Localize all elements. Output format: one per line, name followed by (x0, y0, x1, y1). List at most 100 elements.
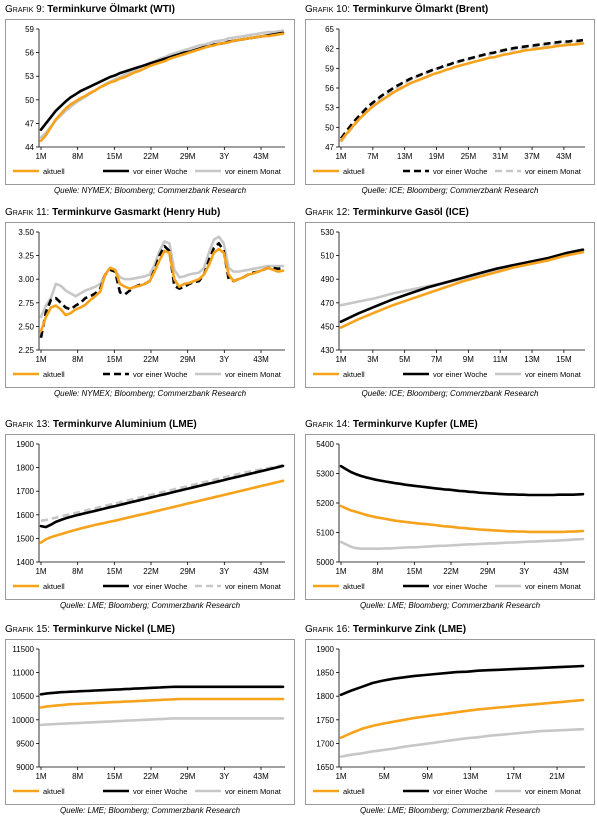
chart-heading: Terminkurve Aluminium (LME) (52, 419, 197, 430)
chart-title: Grafik 10: Terminkurve Ölmarkt (Brent) (305, 4, 488, 15)
series-line (339, 250, 585, 329)
y-tick-label: 1650 (316, 763, 334, 772)
y-tick-label: 1900 (16, 440, 34, 449)
x-tick-label: 15M (407, 567, 423, 576)
y-tick-label: 53 (325, 104, 334, 113)
y-tick-label: 430 (321, 346, 335, 355)
x-tick-label: 1M (35, 355, 46, 364)
y-tick-label: 10000 (12, 716, 35, 725)
x-tick-label: 8M (372, 567, 383, 576)
series-line (39, 32, 285, 142)
series-line (339, 664, 585, 697)
chart-panel-zink: Grafik 16: Terminkurve Zink (LME) 1650 17… (305, 624, 595, 826)
chart-source: Quelle: LME; Bloomberg; Commerzbank Rese… (59, 601, 241, 610)
chart-panel-wti: Grafik 9: Terminkurve Ölmarkt (WTI) 44 47… (5, 4, 295, 206)
chart-frame (305, 639, 595, 805)
aluminium-chart: 1400 1500 1600 1700 1800 1900 1M 8M 15M 22M 29M 3Y 4… (13, 440, 285, 591)
chart-title: Grafik 14: Terminkurve Kupfer (LME) (305, 419, 478, 430)
x-tick-label: 43M (553, 567, 569, 576)
legend-label: vor einem Monat (525, 582, 582, 591)
series-line (39, 697, 285, 709)
chart-number: Grafik 9: (5, 4, 45, 15)
y-tick-label: 490 (321, 275, 335, 284)
y-tick-label: 1700 (16, 487, 34, 496)
x-tick-label: 1M (335, 772, 346, 781)
x-tick-label: 22M (143, 355, 159, 364)
x-tick-label: 29M (180, 355, 196, 364)
series-line (339, 537, 585, 550)
y-tick-label: 5000 (316, 558, 334, 567)
chart-source: Quelle: NYMEX; Bloomberg; Commerzbank Re… (53, 186, 247, 195)
y-tick-label: 44 (25, 143, 34, 152)
nickel-chart: 9000 9500 10000 10500 11000 11500 1M 8M 15M 22M 29… (12, 645, 285, 796)
henry-hub-chart: 2.25 2.50 2.75 3.00 3.25 3.50 1M 8M 15M 22M 29M 3Y 4… (13, 228, 285, 379)
x-tick-label: 17M (506, 772, 522, 781)
x-tick-label: 43M (253, 772, 269, 781)
chart-panel-henry-hub: Grafik 11: Terminkurve Gasmarkt (Henry H… (5, 207, 295, 409)
chart-number: Grafik 15: (5, 624, 51, 635)
x-tick-label: 1M (335, 355, 346, 364)
series-line (39, 717, 285, 727)
y-tick-label: 450 (321, 322, 335, 331)
y-tick-label: 47 (25, 119, 34, 128)
x-tick-label: 15M (107, 152, 123, 161)
y-tick-label: 59 (25, 25, 34, 34)
brent-chart: 47 50 53 56 59 62 65 1M 7M 13M 19M 25M 31M 37M 43M aktu… (313, 25, 585, 176)
chart-number: Grafik 12: (305, 207, 351, 218)
series-line (39, 31, 285, 131)
y-tick-label: 1700 (316, 739, 334, 748)
x-tick-label: 43M (556, 152, 572, 161)
chart-panel-kupfer: Grafik 14: Terminkurve Kupfer (LME) 5000… (305, 419, 595, 621)
y-tick-label: 5400 (316, 440, 334, 449)
chart-heading: Terminkurve Zink (LME) (352, 624, 467, 635)
y-tick-label: 9000 (16, 763, 34, 772)
legend-label: vor einem Monat (525, 787, 582, 796)
chart-frame (5, 639, 295, 805)
chart-title: Grafik 11: Terminkurve Gasmarkt (Henry H… (5, 207, 220, 218)
series-line (339, 40, 583, 143)
y-tick-label: 2.25 (18, 346, 34, 355)
chart-title: Grafik 13: Terminkurve Aluminium (LME) (5, 419, 197, 430)
y-tick-label: 3.25 (18, 252, 34, 261)
x-tick-label: 29M (180, 567, 196, 576)
chart-source: Quelle: ICE; Bloomberg; Commerzbank Rese… (361, 389, 539, 398)
chart-panel-aluminium: Grafik 13: Terminkurve Aluminium (LME) 1… (5, 419, 295, 621)
legend-label: vor einer Woche (133, 787, 187, 796)
y-tick-label: 50 (325, 123, 334, 132)
y-tick-label: 1800 (316, 692, 334, 701)
legend-label: vor einem Monat (225, 167, 282, 176)
legend-label: vor einer Woche (433, 787, 487, 796)
x-tick-label: 15M (107, 355, 123, 364)
x-tick-label: 15M (556, 355, 572, 364)
x-tick-label: 7M (367, 152, 378, 161)
x-tick-label: 29M (180, 772, 196, 781)
chart-number: Grafik 16: (305, 624, 351, 635)
legend-label: vor einem Monat (225, 787, 282, 796)
y-tick-label: 3.00 (18, 275, 34, 284)
legend-label: aktuell (43, 787, 65, 796)
x-tick-label: 8M (72, 567, 83, 576)
x-tick-label: 1M (35, 772, 46, 781)
series-line (339, 464, 585, 497)
x-tick-label: 3M (367, 355, 378, 364)
x-tick-label: 22M (143, 567, 159, 576)
chart-source: Quelle: LME; Bloomberg; Commerzbank Rese… (359, 601, 541, 610)
chart-frame (305, 222, 595, 388)
y-tick-label: 62 (325, 45, 334, 54)
legend-label: aktuell (43, 167, 65, 176)
x-tick-label: 3Y (219, 567, 229, 576)
series-line (39, 235, 285, 319)
series-line (39, 464, 285, 529)
y-tick-label: 510 (321, 252, 335, 261)
y-tick-label: 530 (321, 228, 335, 237)
x-tick-label: 5M (399, 355, 410, 364)
chart-heading: Terminkurve Ölmarkt (WTI) (47, 4, 175, 15)
series-line (39, 479, 285, 544)
x-tick-label: 1M (335, 567, 346, 576)
series-line (39, 247, 285, 333)
x-tick-label: 25M (461, 152, 477, 161)
y-tick-label: 56 (325, 84, 334, 93)
chart-frame (305, 434, 595, 600)
x-tick-label: 13M (463, 772, 479, 781)
y-tick-label: 5100 (316, 529, 334, 538)
